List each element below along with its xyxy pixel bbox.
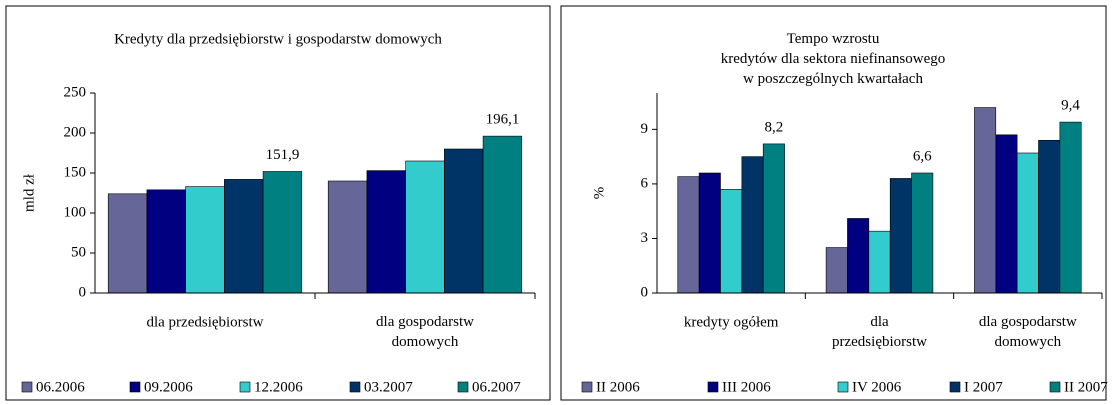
bar	[366, 170, 406, 294]
bar	[146, 189, 186, 294]
y-axis-label: mld zł	[21, 173, 37, 212]
bar	[444, 148, 484, 294]
bar	[741, 156, 764, 294]
legend-swatch	[457, 381, 469, 393]
bar	[825, 247, 848, 294]
bar	[1038, 139, 1061, 294]
legend-label: 03.2007	[364, 379, 413, 395]
legend-swatch	[949, 381, 961, 393]
bar	[720, 189, 743, 294]
y-tick-label: 100	[64, 204, 87, 220]
y-axis-label: %	[591, 187, 607, 200]
y-tick-label: 0	[79, 284, 87, 300]
value-label: 9,4	[1061, 98, 1080, 114]
chart-title: Kredyty dla przedsiębiorstw i gospodarst…	[114, 31, 442, 47]
legend-swatch	[129, 381, 141, 393]
legend-swatch	[581, 381, 593, 393]
y-tick-label: 150	[64, 164, 87, 180]
bar	[107, 193, 148, 294]
value-label: 6,6	[913, 148, 932, 164]
x-tick-label: dla przedsiębiorstw	[146, 314, 263, 330]
legend-swatch	[239, 381, 251, 393]
legend-label: II 2006	[596, 379, 640, 395]
legend-swatch	[21, 381, 33, 393]
legend-label: 06.2007	[472, 379, 521, 395]
legend-swatch	[1049, 381, 1061, 393]
x-tick-label: kredyty ogółem	[684, 314, 779, 330]
chart-title: Tempo wzrostu kredytów dla sektora niefin…	[721, 31, 946, 87]
y-tick-label: 9	[641, 121, 649, 137]
x-tick-label: dla przedsiębiorstw	[832, 314, 927, 350]
bar	[762, 143, 785, 294]
bar	[868, 230, 891, 294]
panel-left	[5, 5, 551, 401]
legend-label: IV 2006	[852, 379, 902, 395]
bar	[698, 172, 721, 294]
value-label: 196,1	[486, 112, 520, 128]
value-label: 8,2	[765, 119, 784, 135]
panel-right	[560, 5, 1107, 401]
legend-label: II 2007	[1064, 379, 1108, 395]
bar	[224, 179, 264, 294]
y-tick-label: 6	[641, 175, 649, 191]
bar	[482, 135, 523, 294]
value-label: 151,9	[266, 147, 300, 163]
legend-label: 06.2006	[36, 379, 85, 395]
bar	[327, 180, 368, 294]
bar	[995, 134, 1018, 294]
bar	[1016, 152, 1039, 294]
bar	[889, 178, 912, 294]
legend-label: III 2006	[722, 379, 771, 395]
bar	[847, 218, 870, 294]
legend-label: 09.2006	[144, 379, 193, 395]
legend-label: 12.2006	[254, 379, 303, 395]
legend-swatch	[349, 381, 361, 393]
bar	[677, 176, 700, 294]
legend-swatch	[837, 381, 849, 393]
x-tick-label: dla gospodarstw domowych	[979, 314, 1077, 350]
y-tick-label: 50	[71, 244, 86, 260]
y-tick-label: 3	[641, 230, 649, 246]
bar	[185, 186, 225, 294]
legend-swatch	[707, 381, 719, 393]
y-tick-label: 0	[641, 284, 649, 300]
bar	[1059, 121, 1082, 294]
bar	[911, 172, 934, 294]
bar	[974, 107, 997, 294]
bar	[405, 160, 445, 294]
bar	[262, 171, 303, 294]
legend-label: I 2007	[964, 379, 1003, 395]
y-tick-label: 250	[64, 84, 87, 100]
y-tick-label: 200	[64, 124, 87, 140]
x-tick-label: dla gospodarstw domowych	[376, 314, 474, 350]
